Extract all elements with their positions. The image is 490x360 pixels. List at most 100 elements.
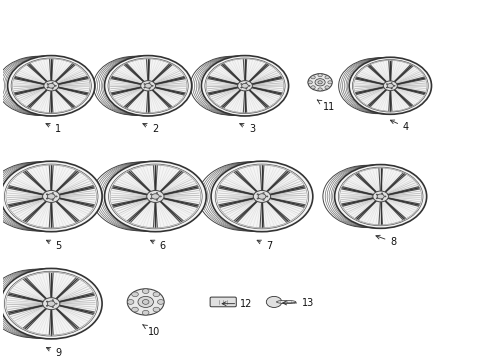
Ellipse shape — [144, 84, 145, 85]
Ellipse shape — [150, 198, 152, 199]
Ellipse shape — [394, 85, 395, 86]
Ellipse shape — [258, 194, 266, 199]
Ellipse shape — [144, 87, 145, 88]
Ellipse shape — [385, 196, 386, 197]
Ellipse shape — [160, 196, 161, 197]
Text: 3: 3 — [240, 123, 255, 134]
Ellipse shape — [276, 300, 296, 303]
Circle shape — [132, 292, 138, 297]
Text: 4: 4 — [391, 120, 409, 132]
Ellipse shape — [52, 300, 53, 301]
Circle shape — [311, 76, 315, 79]
Ellipse shape — [263, 199, 264, 201]
Ellipse shape — [48, 194, 55, 199]
Ellipse shape — [46, 194, 48, 195]
Text: 2: 2 — [143, 123, 158, 134]
Ellipse shape — [381, 199, 383, 200]
Circle shape — [328, 81, 332, 84]
Ellipse shape — [245, 82, 247, 83]
Circle shape — [153, 292, 160, 297]
Text: 8: 8 — [376, 235, 396, 247]
Ellipse shape — [47, 84, 49, 85]
Text: 11: 11 — [317, 100, 335, 112]
Circle shape — [267, 296, 282, 307]
Text: 12: 12 — [222, 299, 252, 309]
Ellipse shape — [241, 87, 242, 88]
Circle shape — [325, 86, 329, 89]
Ellipse shape — [381, 193, 383, 194]
Circle shape — [318, 88, 322, 91]
Ellipse shape — [46, 305, 48, 306]
Circle shape — [127, 289, 164, 315]
Text: 9: 9 — [47, 347, 61, 358]
Ellipse shape — [156, 199, 158, 201]
Text: 5: 5 — [47, 240, 61, 251]
Ellipse shape — [391, 82, 392, 84]
Ellipse shape — [52, 193, 53, 194]
FancyBboxPatch shape — [210, 297, 236, 307]
Ellipse shape — [150, 194, 152, 195]
Circle shape — [143, 289, 149, 293]
Ellipse shape — [56, 196, 57, 197]
Circle shape — [132, 307, 138, 312]
Ellipse shape — [104, 55, 192, 116]
Ellipse shape — [201, 55, 289, 116]
Ellipse shape — [349, 57, 432, 114]
Circle shape — [318, 81, 322, 84]
Ellipse shape — [0, 161, 102, 232]
Ellipse shape — [145, 84, 151, 88]
Ellipse shape — [44, 81, 59, 91]
Ellipse shape — [56, 303, 57, 304]
Text: 10: 10 — [143, 325, 160, 337]
Circle shape — [143, 300, 149, 304]
Text: 7: 7 — [257, 240, 272, 251]
Circle shape — [308, 81, 312, 84]
Ellipse shape — [149, 82, 150, 83]
Ellipse shape — [257, 194, 259, 195]
Text: 1: 1 — [46, 123, 61, 134]
Ellipse shape — [249, 85, 250, 86]
Ellipse shape — [211, 161, 313, 232]
Circle shape — [318, 74, 322, 77]
Circle shape — [308, 74, 332, 91]
Ellipse shape — [376, 194, 378, 195]
Circle shape — [127, 300, 134, 304]
Ellipse shape — [242, 84, 248, 88]
Ellipse shape — [0, 269, 102, 339]
Ellipse shape — [151, 194, 159, 199]
Ellipse shape — [43, 190, 60, 202]
Ellipse shape — [377, 194, 384, 199]
Circle shape — [153, 307, 160, 312]
Ellipse shape — [141, 81, 155, 91]
Text: 6: 6 — [150, 240, 166, 251]
Ellipse shape — [267, 196, 268, 197]
Ellipse shape — [8, 55, 95, 116]
Ellipse shape — [383, 81, 397, 91]
Ellipse shape — [52, 82, 53, 83]
Ellipse shape — [386, 87, 388, 88]
Ellipse shape — [104, 161, 206, 232]
Ellipse shape — [149, 88, 150, 89]
Ellipse shape — [46, 198, 48, 199]
Circle shape — [325, 76, 329, 79]
Ellipse shape — [46, 301, 48, 302]
Ellipse shape — [238, 81, 252, 91]
Circle shape — [157, 300, 164, 304]
Ellipse shape — [52, 88, 53, 89]
Ellipse shape — [373, 191, 389, 202]
Ellipse shape — [386, 84, 388, 85]
Ellipse shape — [335, 165, 427, 228]
Ellipse shape — [241, 84, 242, 85]
Circle shape — [311, 86, 315, 89]
Ellipse shape — [47, 87, 49, 88]
Circle shape — [315, 79, 325, 86]
Ellipse shape — [52, 199, 53, 201]
Ellipse shape — [52, 306, 53, 307]
Ellipse shape — [156, 193, 158, 194]
Ellipse shape — [48, 84, 54, 88]
Ellipse shape — [253, 190, 270, 202]
Ellipse shape — [55, 85, 56, 86]
Ellipse shape — [48, 301, 55, 306]
Circle shape — [143, 310, 149, 315]
Ellipse shape — [387, 84, 393, 88]
